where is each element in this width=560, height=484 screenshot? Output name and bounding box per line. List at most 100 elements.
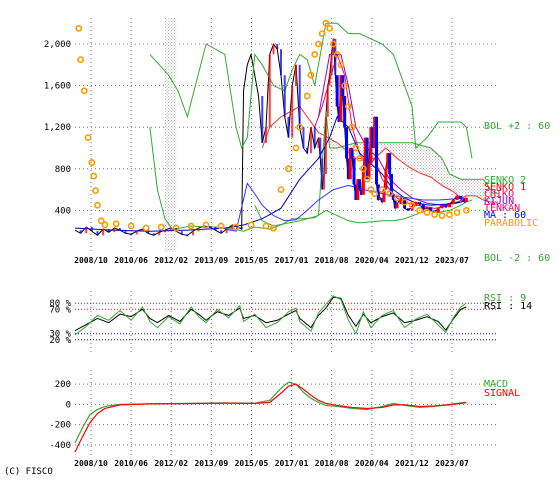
rsi14-line: [74, 295, 467, 336]
x-tick-label: 2013/09: [194, 459, 228, 468]
x-tick-label: 2008/10: [74, 459, 108, 468]
y-tick-label: 1,200: [44, 123, 71, 133]
candle: [393, 200, 397, 209]
candle: [358, 179, 362, 190]
candle: [337, 106, 341, 122]
candle: [418, 202, 422, 205]
candle: [147, 229, 150, 234]
candle: [231, 224, 234, 230]
x-tick-label: 2017/01: [275, 256, 309, 265]
candle: [306, 148, 309, 154]
y-tick-label: 400: [55, 206, 71, 216]
candle: [317, 137, 320, 148]
parabolic-dot: [247, 221, 255, 229]
rsi9-line: [74, 296, 467, 332]
macd-legend: MACD: [484, 379, 508, 390]
signal-line: [74, 383, 467, 453]
macd-tick-label: -200: [49, 421, 71, 431]
candle: [90, 227, 93, 232]
candle: [425, 207, 429, 210]
candle: [376, 184, 380, 200]
candle: [464, 197, 468, 203]
x-tick-label: 2010/06: [114, 256, 148, 265]
candle: [406, 208, 410, 211]
parabolic-dot: [94, 201, 101, 209]
parabolic-dot: [270, 224, 277, 232]
parabolic-dot: [307, 71, 315, 79]
candle: [326, 85, 329, 117]
parabolic-dot: [142, 224, 150, 232]
x-tick-label: 2012/02: [154, 459, 188, 468]
candle: [225, 229, 228, 234]
macd-tick-label: 200: [55, 380, 71, 390]
ma_short-line: [74, 115, 467, 232]
indicator-label: KIJUN: [484, 196, 514, 207]
parabolic-dot: [311, 51, 319, 58]
candle: [309, 127, 312, 154]
candle: [367, 163, 371, 180]
candle: [265, 127, 268, 143]
candle: [348, 148, 352, 180]
candle: [152, 233, 155, 236]
indicator-label: TENKAN: [484, 203, 520, 214]
parabolic-dot: [217, 222, 225, 230]
x-tick-label: 2020/04: [355, 256, 389, 265]
candle: [118, 228, 121, 231]
parabolic-dot: [333, 51, 341, 58]
candle: [191, 231, 194, 236]
candle: [130, 233, 133, 236]
candle: [124, 230, 127, 234]
x-tick-label: 2015/05: [235, 459, 269, 468]
parabolic-dot: [446, 211, 453, 218]
x-tick-label: 2023/07: [435, 256, 469, 265]
parabolic-dot: [187, 222, 195, 230]
x-tick-label: 2020/04: [355, 459, 389, 468]
candle: [365, 137, 369, 180]
candle: [279, 49, 282, 76]
candle: [414, 202, 418, 207]
parabolic-dot: [80, 87, 88, 95]
parabolic-dot: [97, 217, 105, 225]
parabolic-dot: [318, 30, 326, 37]
candle: [240, 227, 243, 230]
candle: [214, 227, 217, 231]
candle: [319, 137, 322, 159]
parabolic-dot: [408, 201, 416, 209]
parabolic-dot: [371, 190, 379, 198]
rsi-tick-label: 80 %: [49, 299, 71, 309]
candle: [302, 127, 305, 148]
candle: [186, 234, 189, 237]
y-tick-label: 800: [55, 165, 71, 175]
candle: [321, 158, 324, 190]
candle: [220, 230, 223, 234]
x-tick-label: 2013/09: [194, 256, 228, 265]
parabolic-dot: [356, 154, 364, 162]
indicator-label: PARABOLIC: [484, 218, 538, 229]
candle: [291, 85, 294, 138]
parabolic-dot: [172, 224, 180, 232]
x-tick-label: 2012/02: [154, 256, 188, 265]
parabolic-dot: [84, 134, 92, 141]
parabolic-dot: [416, 206, 423, 214]
candle: [399, 197, 403, 205]
parabolic-dot: [202, 221, 210, 229]
bol_upper-line: [149, 22, 473, 159]
x-tick-label: 2018/08: [315, 459, 349, 468]
rsi14-legend: RSI : 14: [484, 301, 532, 312]
candle: [335, 75, 339, 107]
candle: [356, 179, 360, 200]
parabolic-dot: [112, 220, 120, 228]
candle: [330, 54, 333, 76]
ma_long-line: [224, 182, 467, 232]
candle: [96, 231, 99, 236]
candle: [158, 232, 161, 236]
candle: [444, 205, 448, 208]
rsi-tick-label: 70 %: [49, 305, 71, 315]
candle: [361, 168, 365, 195]
parabolic-dot: [337, 61, 345, 69]
parabolic-dot: [367, 186, 375, 193]
parabolic-dot: [296, 123, 304, 131]
candle: [298, 64, 301, 128]
candle: [389, 174, 393, 195]
